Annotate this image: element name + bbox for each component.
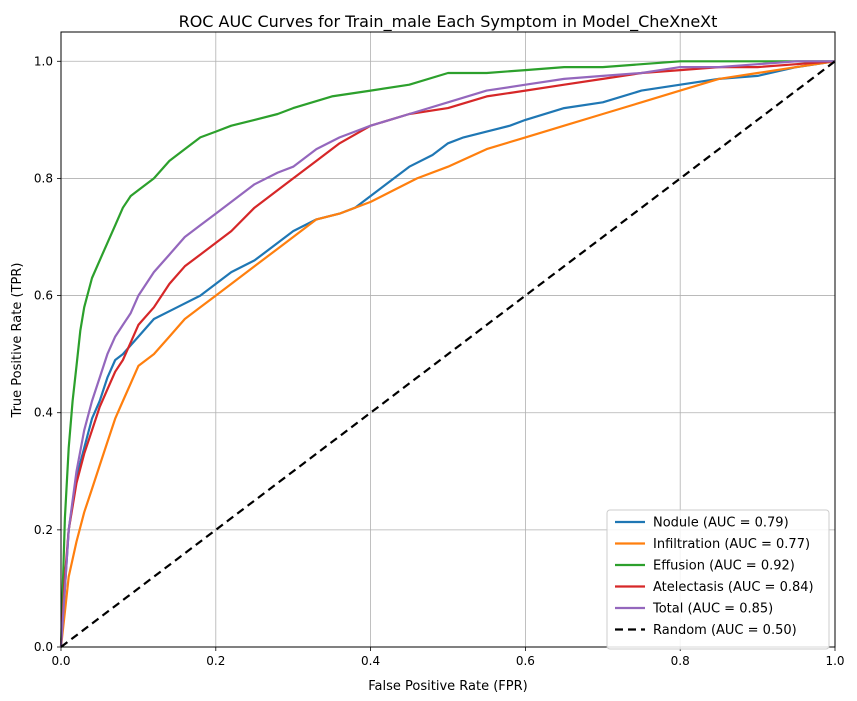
x-tick-label: 0.4 (361, 654, 380, 668)
chart-title: ROC AUC Curves for Train_male Each Sympt… (179, 12, 718, 32)
x-tick-label: 0.6 (516, 654, 535, 668)
x-tick-label: 0.0 (51, 654, 70, 668)
y-tick-label: 0.6 (34, 289, 53, 303)
legend-label: Infiltration (AUC = 0.77) (653, 537, 810, 552)
infiltration-curve (59, 60, 836, 648)
atelectasis-curve (59, 60, 836, 648)
x-axis-label: False Positive Rate (FPR) (368, 679, 527, 694)
plot-frame (60, 31, 836, 648)
roc-curves (59, 60, 836, 648)
y-axis-label: True Positive Rate (TPR) (10, 263, 25, 419)
y-tick-label: 1.0 (34, 54, 53, 68)
legend: Nodule (AUC = 0.79) Infiltration (AUC = 0… (606, 509, 830, 650)
axis-ticks: 0.0 0.2 0.4 0.6 0.8 1.0 0.0 0.2 0.4 0.6 0.8 1.0 (34, 54, 845, 668)
legend-label: Nodule (AUC = 0.79) (653, 516, 789, 531)
total-curve (59, 60, 835, 648)
legend-label: Effusion (AUC = 0.92) (653, 559, 795, 574)
legend-box (606, 509, 830, 650)
grid-lines (60, 32, 836, 648)
effusion-curve (59, 60, 835, 648)
legend-label: Atelectasis (AUC = 0.84) (653, 580, 814, 595)
y-tick-label: 0.0 (34, 640, 53, 654)
y-tick-label: 0.8 (34, 171, 53, 185)
y-tick-label: 0.4 (34, 406, 53, 420)
y-tick-label: 0.2 (34, 523, 53, 537)
legend-label: Total (AUC = 0.85) (652, 602, 773, 617)
x-tick-label: 1.0 (825, 654, 844, 668)
x-tick-label: 0.2 (206, 654, 225, 668)
legend-label: Random (AUC = 0.50) (653, 623, 797, 638)
random-curve (60, 60, 836, 648)
x-tick-label: 0.8 (671, 654, 690, 668)
